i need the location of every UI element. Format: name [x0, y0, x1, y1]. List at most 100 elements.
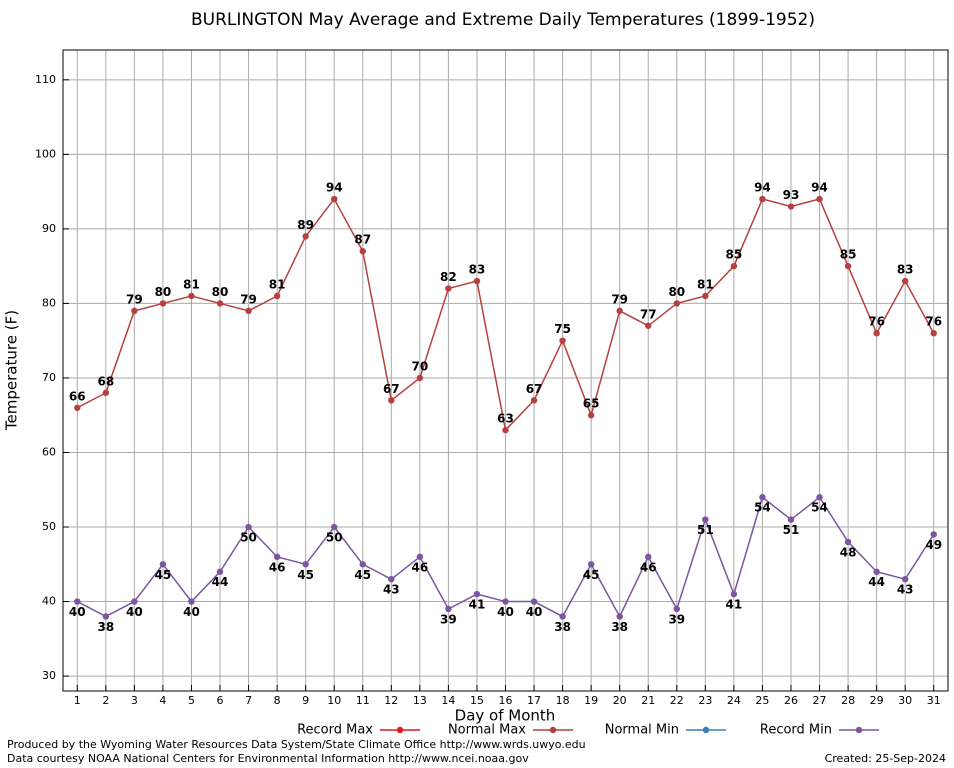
data-label: 39 [440, 613, 457, 627]
data-point [873, 330, 880, 337]
x-tick-label: 31 [927, 694, 941, 707]
x-tick-label: 30 [898, 694, 912, 707]
data-point [131, 598, 138, 605]
data-point [273, 292, 281, 300]
data-point [673, 605, 680, 613]
y-tick-label: 110 [35, 73, 56, 86]
data-label: 85 [840, 248, 857, 262]
data-point [131, 307, 138, 315]
data-label: 70 [412, 359, 429, 373]
y-tick-label: 30 [42, 669, 56, 682]
x-tick-label: 21 [641, 694, 655, 707]
data-label: 40 [183, 605, 200, 619]
legend-label: Record Max [297, 723, 373, 738]
data-label: 45 [583, 568, 600, 582]
data-point [445, 285, 452, 292]
data-point [245, 523, 252, 531]
data-point [645, 553, 652, 561]
data-label: 94 [326, 181, 343, 195]
data-point [901, 277, 909, 285]
data-label: 51 [783, 523, 800, 537]
data-point [473, 277, 481, 285]
data-label: 81 [183, 277, 200, 291]
data-point [702, 292, 709, 300]
data-point [74, 598, 81, 605]
data-label: 68 [97, 374, 114, 388]
data-label: 83 [897, 263, 914, 277]
chart-title: BURLINGTON May Average and Extreme Daily… [191, 10, 815, 30]
data-point [216, 568, 224, 575]
data-label: 65 [583, 397, 600, 411]
data-point [216, 300, 224, 307]
x-tick-label: 26 [784, 694, 798, 707]
data-point [559, 613, 566, 620]
legend-label: Normal Min [605, 723, 679, 738]
data-point [416, 374, 424, 382]
data-label: 75 [554, 322, 571, 336]
data-point [445, 605, 452, 613]
data-label: 38 [97, 620, 114, 634]
data-label: 40 [526, 605, 543, 619]
footer-text: Data courtesy NOAA National Centers for … [7, 752, 529, 765]
data-label: 40 [497, 605, 514, 619]
data-label: 80 [668, 285, 685, 299]
data-label: 94 [811, 181, 828, 195]
data-label: 79 [611, 292, 628, 306]
data-label: 79 [126, 292, 143, 306]
y-tick-label: 60 [42, 445, 56, 458]
data-point [102, 389, 110, 397]
data-point [473, 590, 481, 598]
y-axis-label: Temperature (F) [3, 310, 21, 431]
data-point [587, 561, 595, 568]
data-label: 49 [925, 538, 942, 552]
data-label: 45 [155, 568, 172, 582]
data-label: 54 [754, 501, 771, 515]
data-point [759, 195, 766, 203]
y-tick-label: 90 [42, 222, 56, 235]
data-label: 93 [783, 188, 800, 202]
data-point [816, 494, 823, 501]
data-point [188, 292, 195, 300]
data-point [302, 561, 309, 568]
x-tick-label: 16 [499, 694, 513, 707]
data-label: 77 [640, 307, 657, 321]
data-label: 54 [811, 501, 828, 515]
legend-label: Record Min [760, 723, 832, 738]
x-tick-label: 6 [217, 694, 224, 707]
data-label: 40 [69, 605, 86, 619]
data-point [730, 262, 738, 270]
x-tick-label: 11 [356, 694, 370, 707]
data-point [359, 561, 366, 568]
legend-marker [855, 726, 863, 734]
data-label: 82 [440, 270, 457, 284]
data-label: 51 [697, 523, 714, 537]
legend-marker [702, 726, 710, 734]
data-label: 45 [297, 568, 314, 582]
y-tick-label: 80 [42, 296, 56, 309]
data-label: 44 [212, 575, 229, 589]
y-tick-label: 40 [42, 595, 56, 608]
data-point [787, 203, 795, 210]
data-point [787, 516, 795, 523]
data-label: 43 [383, 583, 400, 597]
x-axis-label: Day of Month [455, 707, 556, 725]
data-point [844, 538, 852, 546]
data-label: 67 [383, 382, 400, 396]
data-point [930, 531, 937, 538]
data-label: 38 [554, 620, 571, 634]
x-tick-label: 18 [556, 694, 570, 707]
data-label: 81 [697, 277, 714, 291]
x-tick-label: 25 [755, 694, 769, 707]
data-label: 45 [354, 568, 371, 582]
data-label: 76 [925, 315, 942, 329]
x-tick-label: 2 [102, 694, 109, 707]
data-label: 85 [726, 248, 743, 262]
footer-text: Produced by the Wyoming Water Resources … [7, 738, 586, 751]
data-label: 50 [240, 531, 257, 545]
data-point [844, 262, 852, 270]
x-tick-label: 1 [74, 694, 81, 707]
data-label: 48 [840, 545, 857, 559]
data-point [388, 575, 395, 583]
x-tick-label: 9 [302, 694, 309, 707]
